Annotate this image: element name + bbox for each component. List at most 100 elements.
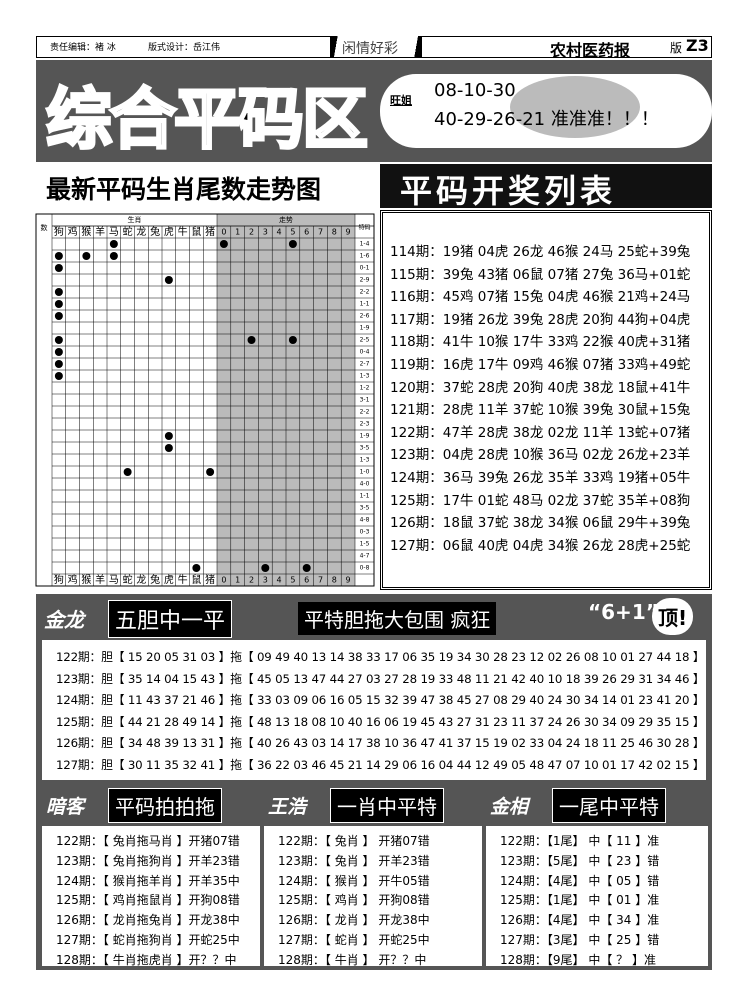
special: 1-1 bbox=[360, 301, 370, 308]
list-line: 127期：06鼠 40虎 04虎 34猴 26龙 28虎+25蛇 bbox=[390, 537, 691, 554]
column-title: 一尾中平特 bbox=[552, 788, 666, 823]
special: 1-0 bbox=[360, 469, 370, 476]
special: 1-3 bbox=[360, 373, 370, 380]
group-label: 生肖 bbox=[128, 215, 142, 224]
special: 1-9 bbox=[360, 325, 370, 332]
trend-title: 最新平码生肖尾数走势图 bbox=[46, 175, 322, 204]
zodiac-dot bbox=[54, 312, 63, 320]
zodiac-dot bbox=[164, 432, 173, 440]
special: 0-1 bbox=[360, 265, 370, 272]
column-line: 128期：【9尾】 中【 ？ 】准 bbox=[500, 952, 656, 967]
list-title: 平码开奖列表 bbox=[400, 172, 617, 210]
page-number: Z3 bbox=[686, 36, 709, 55]
zodiac-label: 牛 bbox=[178, 573, 188, 586]
special: 3-1 bbox=[360, 397, 370, 404]
zodiac-dot bbox=[206, 468, 215, 476]
column-line: 123期：【 兔肖拖狗肖 】开羊23错 bbox=[56, 853, 240, 868]
list-line: 122期：47羊 28虎 38龙 02龙 11羊 13蛇+07猪 bbox=[390, 424, 691, 441]
zodiac-label: 兔 bbox=[150, 573, 160, 586]
zodiac-dot bbox=[164, 276, 173, 284]
list-line: 115期：39兔 43猪 06鼠 07猪 27兔 36马+01蛇 bbox=[390, 266, 691, 283]
zodiac-label: 兔 bbox=[150, 225, 160, 238]
col-label: 特码 bbox=[358, 224, 370, 232]
column-line: 127期：【 蛇肖 】 开蛇25中 bbox=[278, 933, 430, 947]
zodiac-label: 蛇 bbox=[123, 225, 133, 238]
zodiac-label: 龙 bbox=[136, 225, 146, 238]
special: 4-7 bbox=[360, 553, 370, 560]
zodiac-label: 马 bbox=[109, 574, 119, 586]
list-line: 114期：19猪 04虎 26龙 46猴 24马 25蛇+39兔 bbox=[390, 244, 691, 260]
digit-label: 9 bbox=[346, 576, 351, 585]
list-title-box bbox=[380, 164, 712, 208]
banner-title: 综合平码区 bbox=[45, 80, 370, 160]
column-line: 123期：【5尾】 中【 23 】错 bbox=[500, 853, 660, 868]
trend-dot bbox=[288, 240, 297, 248]
zodiac-dot bbox=[54, 360, 63, 368]
section-tag bbox=[330, 36, 422, 57]
five-line: 126期：胆【 34 48 39 13 31 】拖【 40 26 43 03 1… bbox=[56, 736, 705, 751]
zodiac-dot bbox=[54, 348, 63, 356]
zodiac-label: 虎 bbox=[164, 574, 174, 586]
zodiac-dot bbox=[54, 264, 63, 272]
zodiac-dot bbox=[54, 336, 63, 344]
list-line: 120期：37蛇 28虎 20狗 40虎 38龙 18鼠+41牛 bbox=[390, 379, 691, 396]
zodiac-dot bbox=[54, 300, 63, 308]
list-line: 121期：28虎 11羊 37蛇 10猴 39兔 30鼠+15兔 bbox=[390, 402, 691, 419]
column-line: 128期：【 牛肖拖虎肖 】开？？中 bbox=[56, 952, 237, 967]
zodiac-label: 猪 bbox=[205, 574, 215, 586]
list-line: 117期：19猪 26龙 39兔 28虎 20狗 44狗+04虎 bbox=[390, 311, 691, 328]
special: 1-2 bbox=[360, 385, 370, 392]
list-line: 119期：16虎 17牛 09鸡 46猴 07猪 33鸡+49蛇 bbox=[390, 357, 691, 373]
column-author: 王浩 bbox=[268, 796, 307, 818]
special: 2-6 bbox=[360, 313, 370, 320]
zodiac-label: 狗 bbox=[54, 573, 64, 586]
column-box bbox=[42, 826, 260, 966]
digit-label: 4 bbox=[277, 228, 282, 237]
column-line: 128期：【 牛肖 】 开？？中 bbox=[278, 952, 427, 967]
list-line: 123期：04虎 28虎 10猴 36马 02龙 26龙+23羊 bbox=[390, 447, 691, 464]
special: 3-5 bbox=[360, 505, 370, 512]
column-box bbox=[486, 826, 708, 966]
designer: 版式设计：岳江伟 bbox=[148, 43, 221, 53]
note-blob bbox=[510, 76, 640, 138]
digit-label: 3 bbox=[263, 576, 268, 585]
grid-frame bbox=[35, 213, 375, 587]
zodiac-dot bbox=[123, 468, 132, 476]
col-label: 数 bbox=[41, 223, 48, 232]
note-line: 40-29-26-21 准准准！！！ bbox=[434, 109, 659, 130]
list-line: 116期：45鸡 07猪 15兔 04虎 46猴 21鸡+24马 bbox=[390, 289, 691, 306]
special: 0-3 bbox=[360, 529, 370, 536]
special: 2-2 bbox=[360, 289, 370, 296]
zodiac-dot bbox=[54, 288, 63, 296]
column-title: 平码拍拍拖 bbox=[108, 788, 222, 823]
zodiac-dot bbox=[82, 252, 91, 260]
digit-label: 5 bbox=[290, 228, 295, 237]
digit-label: 3 bbox=[263, 228, 268, 237]
column-line: 122期：【 兔肖 】 开猪07错 bbox=[278, 834, 430, 848]
column-line: 123期：【 兔肖 】 开羊23错 bbox=[278, 853, 430, 868]
column-line: 124期：【 猴肖拖羊肖 】开羊35中 bbox=[56, 873, 240, 888]
column-box bbox=[264, 826, 482, 966]
column-line: 124期：【4尾】 中【 05 】错 bbox=[500, 873, 660, 888]
group-label: 走势 bbox=[279, 215, 293, 224]
page-label: 版 bbox=[670, 41, 683, 55]
list-line: 125期：17牛 01蛇 48马 02龙 37蛇 35羊+08狗 bbox=[390, 492, 691, 509]
five-box bbox=[42, 640, 706, 780]
column-line: 122期：【1尾】 中【 11 】准 bbox=[500, 834, 660, 848]
column-line: 122期：【 兔肖拖马肖 】开猪07错 bbox=[56, 834, 240, 848]
zodiac-label: 羊 bbox=[95, 225, 105, 238]
digit-label: 4 bbox=[277, 576, 282, 585]
list-line: 124期：36马 39兔 26龙 35羊 33鸡 19猪+05牛 bbox=[390, 470, 691, 486]
zodiac-label: 鸡 bbox=[68, 573, 78, 586]
five-line: 124期：胆【 11 43 37 21 46 】拖【 33 03 09 06 1… bbox=[56, 693, 705, 708]
list-box bbox=[380, 210, 712, 590]
column-line: 126期：【 龙肖 】 开龙38中 bbox=[278, 913, 430, 928]
zodiac-label: 鸡 bbox=[68, 225, 78, 238]
special: 2-9 bbox=[360, 277, 370, 284]
digit-label: 2 bbox=[249, 228, 254, 237]
special: 1-6 bbox=[360, 253, 370, 260]
five-line: 125期：胆【 44 21 28 49 14 】拖【 48 13 18 08 1… bbox=[56, 714, 705, 729]
column-line: 127期：【3尾】 中【 25 】错 bbox=[500, 933, 660, 947]
zodiac-dot bbox=[109, 252, 118, 260]
special: 0-8 bbox=[360, 565, 370, 572]
